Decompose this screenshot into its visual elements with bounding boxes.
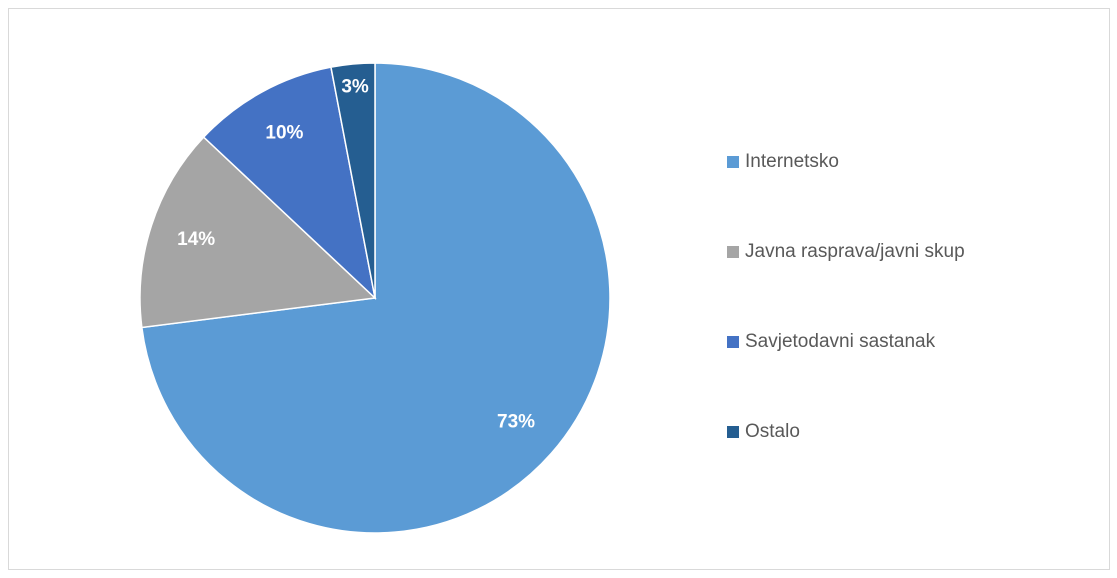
legend-label: Savjetodavni sastanak xyxy=(745,331,936,352)
legend-label: Javna rasprava/javni skup xyxy=(745,241,965,262)
legend-swatch xyxy=(727,336,739,348)
value-label: 3% xyxy=(341,76,369,97)
pie-slice xyxy=(139,136,377,329)
value-label: 73% xyxy=(497,411,535,432)
pie-slice xyxy=(202,66,377,301)
legend-swatch xyxy=(727,426,739,438)
legend-swatch xyxy=(727,246,739,258)
legend-label: Internetsko xyxy=(745,151,839,172)
legend-label: Ostalo xyxy=(745,421,800,442)
legend-swatch xyxy=(727,156,739,168)
value-label: 10% xyxy=(265,122,303,143)
pie-slice xyxy=(330,62,376,299)
value-label: 14% xyxy=(177,229,215,250)
